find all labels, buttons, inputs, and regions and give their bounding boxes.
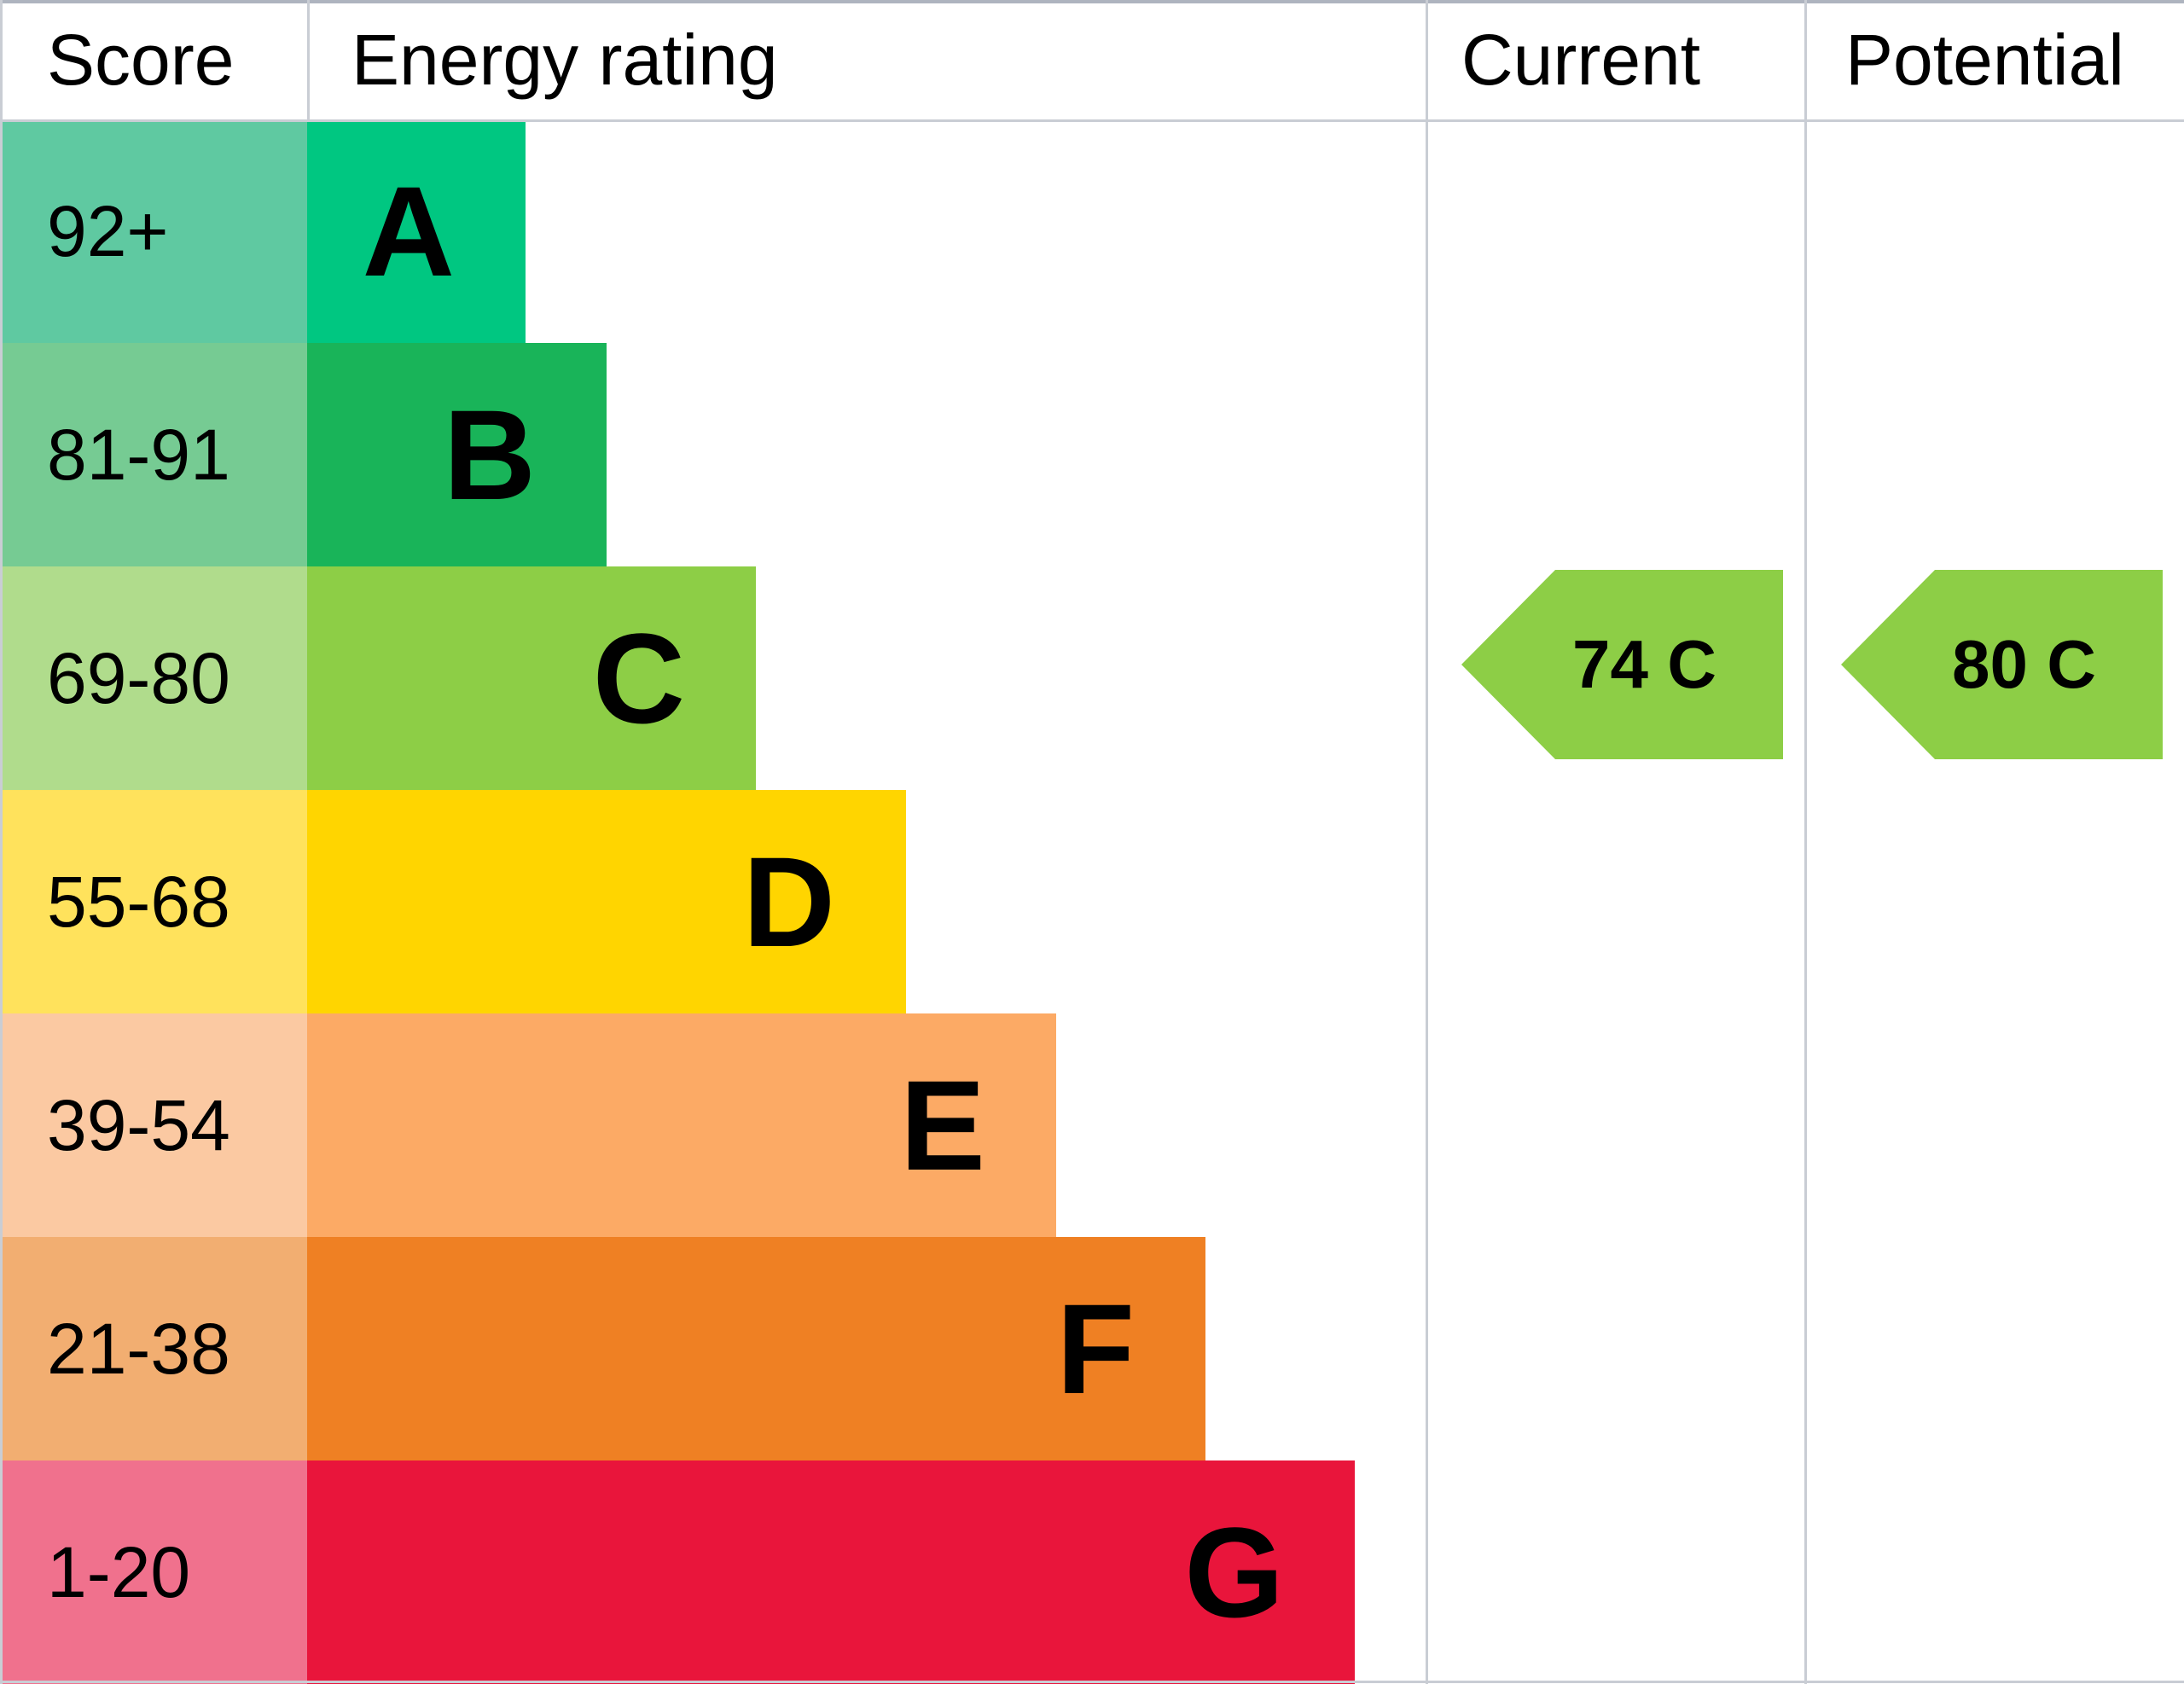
bottom-border-line <box>0 1681 2184 1683</box>
rating-bar: B <box>307 343 607 566</box>
score-column-header: Score <box>47 19 235 100</box>
potential-rating-value: 80 C <box>1952 626 2096 702</box>
current-column-divider-line <box>1426 0 1428 1684</box>
band-letter: B <box>443 383 536 526</box>
band-row-c: 69-80 C <box>0 566 2184 790</box>
potential-column-divider-line <box>1804 0 1807 1684</box>
band-letter: F <box>1056 1277 1135 1420</box>
band-letter: C <box>592 607 685 750</box>
energy-rating-column-header: Energy rating <box>351 19 778 100</box>
rating-bar: C <box>307 566 756 790</box>
header-separator-line <box>0 119 2184 122</box>
rating-bar: D <box>307 790 906 1013</box>
band-row-d: 55-68 D <box>0 790 2184 1013</box>
rating-bar: G <box>307 1460 1355 1684</box>
band-letter: E <box>899 1054 985 1197</box>
score-cell: 39-54 <box>0 1013 307 1237</box>
rating-bands: 92+ A 81-91 B 69-80 C 55-68 D 39-54 E 21… <box>0 119 2184 1684</box>
score-cell: 69-80 <box>0 566 307 790</box>
band-row-a: 92+ A <box>0 119 2184 343</box>
band-row-f: 21-38 F <box>0 1237 2184 1460</box>
band-letter: G <box>1184 1501 1284 1644</box>
score-header-divider-line <box>307 0 310 122</box>
score-cell: 81-91 <box>0 343 307 566</box>
score-cell: 55-68 <box>0 790 307 1013</box>
band-row-g: 1-20 G <box>0 1460 2184 1684</box>
band-row-e: 39-54 E <box>0 1013 2184 1237</box>
band-letter: A <box>362 160 455 303</box>
score-cell: 1-20 <box>0 1460 307 1684</box>
score-cell: 21-38 <box>0 1237 307 1460</box>
potential-column-header: Potential <box>1845 19 2124 100</box>
rating-bar: F <box>307 1237 1205 1460</box>
band-letter: D <box>742 830 835 973</box>
rating-bar: E <box>307 1013 1056 1237</box>
rating-bar: A <box>307 119 526 343</box>
current-column-header: Current <box>1461 19 1701 100</box>
band-row-b: 81-91 B <box>0 343 2184 566</box>
top-border-line <box>0 0 2184 3</box>
score-cell: 92+ <box>0 119 307 343</box>
left-border-line <box>0 0 3 1684</box>
current-rating-value: 74 C <box>1572 626 1716 702</box>
